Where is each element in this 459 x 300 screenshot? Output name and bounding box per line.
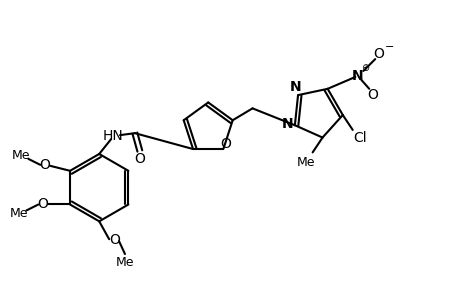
Text: Me: Me — [11, 149, 30, 162]
Text: N: N — [281, 117, 293, 131]
Text: Me: Me — [9, 207, 28, 220]
Text: HN: HN — [102, 129, 123, 143]
Text: −: − — [384, 42, 393, 52]
Text: O: O — [366, 88, 377, 102]
Text: N: N — [351, 69, 363, 83]
Text: O: O — [134, 152, 145, 166]
Text: Cl: Cl — [352, 131, 366, 145]
Text: O: O — [39, 158, 50, 172]
Text: O: O — [219, 137, 230, 151]
Text: ⊕: ⊕ — [360, 63, 369, 73]
Text: O: O — [372, 47, 383, 61]
Text: N: N — [290, 80, 301, 94]
Text: O: O — [37, 197, 48, 212]
Text: O: O — [109, 233, 120, 247]
Text: Me: Me — [296, 156, 314, 169]
Text: Me: Me — [116, 256, 134, 269]
